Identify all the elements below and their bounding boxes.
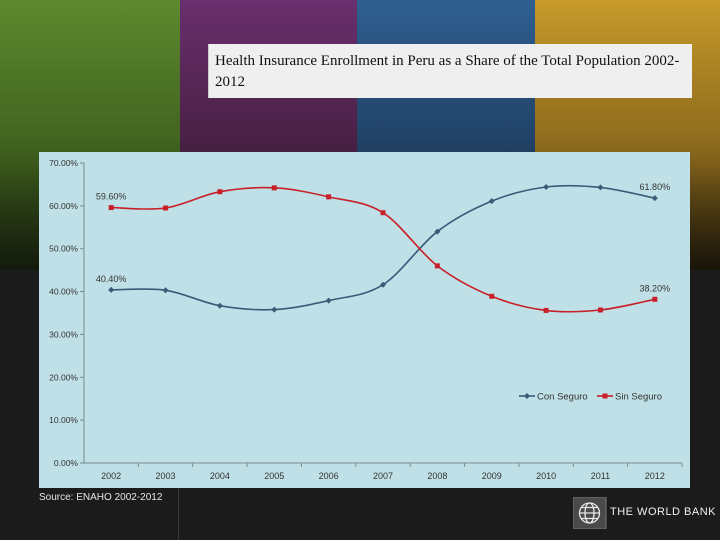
data-point-diamond (543, 184, 550, 190)
data-point-square (326, 194, 332, 200)
legend-label: Sin Seguro (615, 392, 662, 403)
x-tick-label: 2004 (210, 471, 230, 481)
data-label: 61.80% (640, 182, 671, 192)
data-point-diamond (488, 198, 495, 205)
y-tick-label: 10.00% (49, 415, 78, 425)
globe-icon (578, 502, 601, 524)
data-point-square (652, 296, 658, 302)
x-tick-label: 2010 (536, 471, 556, 481)
data-point-square (217, 189, 223, 195)
data-point-diamond (108, 286, 115, 293)
slide-title: Health Insurance Enrollment in Peru as a… (208, 44, 692, 98)
y-tick-label: 40.00% (49, 287, 78, 297)
y-tick-label: 50.00% (49, 244, 78, 254)
y-tick-label: 70.00% (49, 158, 78, 168)
x-tick-label: 2006 (319, 471, 339, 481)
data-point-diamond (597, 184, 604, 191)
data-point-square (434, 263, 440, 269)
data-point-diamond (380, 281, 386, 288)
y-tick-label: 60.00% (49, 201, 78, 211)
data-label: 40.40% (96, 274, 127, 284)
data-point-square (543, 307, 549, 313)
data-point-diamond (271, 306, 278, 313)
y-tick-label: 0.00% (54, 458, 79, 468)
x-tick-label: 2012 (645, 471, 665, 481)
series-line-con-seguro (111, 184, 655, 311)
world-bank-logo (573, 497, 607, 529)
y-tick-label: 20.00% (49, 372, 78, 382)
line-chart: 0.00% 10.00% 20.00% 30.00% 40.00% 50.00% 60.00… (49, 158, 683, 481)
data-point-diamond (434, 228, 441, 235)
y-tick-label: 30.00% (49, 329, 78, 339)
legend-label: Con Seguro (537, 392, 588, 403)
data-point-diamond (651, 195, 658, 202)
chart-panel: 0.00% 10.00% 20.00% 30.00% 40.00% 50.00% 60.00… (39, 152, 690, 488)
x-tick-label: 2007 (373, 471, 393, 481)
x-tick-label: 2005 (264, 471, 284, 481)
x-tick-label: 2003 (156, 471, 176, 481)
data-point-square (163, 205, 169, 211)
data-point-square (489, 293, 495, 299)
data-point-diamond (325, 297, 332, 304)
x-tick-label: 2008 (427, 471, 447, 481)
data-label: 38.20% (640, 283, 671, 293)
data-point-square (380, 210, 386, 216)
series-line-sin-seguro (111, 186, 655, 313)
x-tick-label: 2002 (101, 471, 121, 481)
legend-marker-square (602, 393, 608, 399)
source-note: Source: ENAHO 2002-2012 (39, 492, 163, 503)
data-label: 59.60% (96, 192, 127, 202)
x-tick-label: 2009 (482, 471, 502, 481)
data-point-square (108, 205, 114, 211)
world-bank-logo-text: THE WORLD BANK (610, 506, 717, 518)
legend-marker-diamond (524, 393, 530, 399)
data-point-diamond (216, 302, 223, 309)
data-point-square (597, 307, 603, 313)
x-tick-label: 2011 (591, 471, 610, 481)
data-point-diamond (162, 287, 169, 294)
data-point-square (271, 185, 277, 191)
